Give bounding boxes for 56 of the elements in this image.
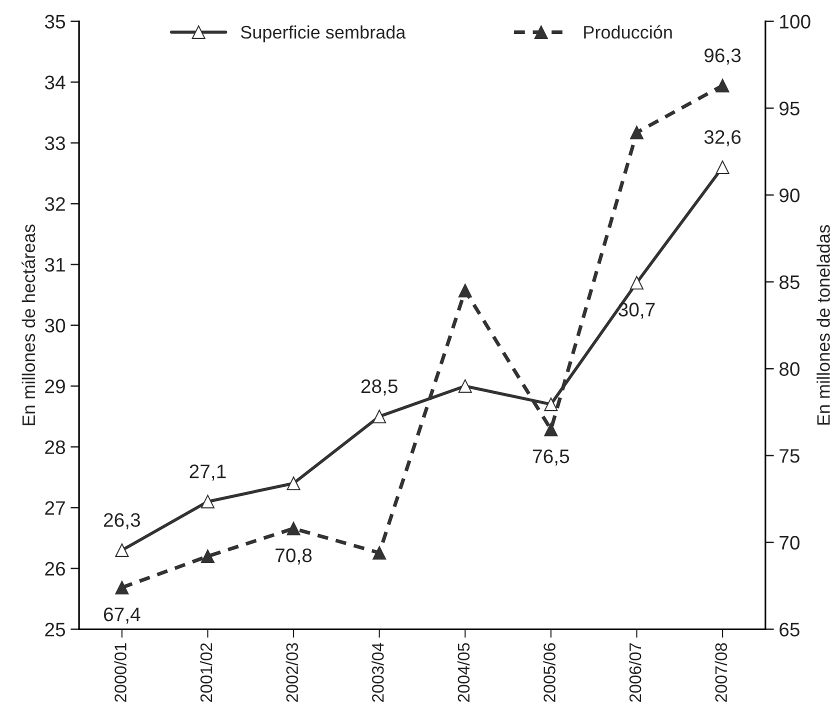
y-tick-label: 32 — [44, 197, 65, 211]
y-tick-label: 31 — [44, 258, 65, 272]
y-tick-label: 28 — [45, 440, 65, 454]
point — [286, 476, 300, 490]
y-tick-label: 26 — [45, 562, 65, 576]
point — [458, 379, 472, 393]
point — [115, 543, 129, 557]
data-label: 96,3 — [704, 48, 741, 65]
y-tick-label: 29 — [45, 380, 65, 394]
y-tick-label: 35 — [44, 14, 66, 29]
y-tick-label: 34 — [44, 76, 66, 90]
y2-tick-label: 95 — [780, 102, 800, 116]
y2-axis-title: En millones de toneladas — [816, 225, 830, 425]
data-label: 32,6 — [704, 130, 741, 146]
x-tick-label: 2006/07 — [628, 643, 642, 702]
point — [200, 494, 215, 508]
x-tick-label: 2003/04 — [372, 642, 384, 702]
y2-tick-label: 90 — [780, 188, 800, 202]
legend-label: Producción — [584, 25, 672, 39]
data-label: 28,5 — [361, 379, 398, 396]
y-tick-label: 33 — [44, 136, 65, 150]
legend-label: Superficie sembrada — [240, 25, 406, 42]
point — [630, 126, 644, 140]
point — [458, 284, 472, 298]
point — [115, 580, 129, 594]
point — [286, 522, 300, 536]
x-tick-label: 2002/03 — [286, 643, 298, 702]
x-tick-label: 2004/05 — [457, 643, 470, 702]
data-label: 67,4 — [104, 608, 140, 624]
y2-tick-label: 100 — [780, 14, 810, 29]
point — [200, 550, 215, 564]
y-tick-label: 30 — [44, 318, 66, 333]
point — [372, 410, 386, 424]
data-label: 26,3 — [104, 513, 140, 530]
y2-tick-label: 85 — [779, 275, 800, 290]
x-tick-label: 2000/01 — [114, 643, 126, 702]
y-tick-label: 27 — [45, 501, 65, 515]
y2-tick-label: 75 — [780, 449, 800, 463]
x-tick-label: 2007/08 — [714, 643, 728, 702]
data-label: 70,8 — [276, 548, 312, 565]
point — [544, 422, 558, 436]
y-axis-title: En millones de hectáreas — [22, 224, 36, 426]
x-tick-label: 2001/02 — [200, 643, 212, 702]
point — [716, 160, 730, 174]
y2-tick-label: 70 — [780, 536, 800, 550]
point — [544, 398, 558, 412]
point — [716, 78, 730, 92]
y2-tick-label: 80 — [779, 362, 800, 376]
point — [630, 276, 644, 290]
data-label: 76,5 — [533, 449, 570, 466]
data-label: 30,7 — [618, 302, 655, 319]
y2-tick-label: 65 — [780, 622, 800, 636]
point — [372, 546, 386, 560]
x-tick-label: 2005/06 — [543, 643, 556, 702]
y-tick-label: 25 — [45, 622, 66, 636]
data-label: 27,1 — [190, 464, 226, 481]
